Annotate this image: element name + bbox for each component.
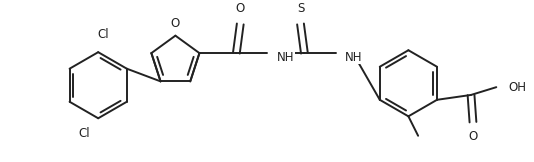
Text: O: O — [468, 130, 477, 143]
Text: O: O — [171, 17, 180, 30]
Text: O: O — [235, 2, 245, 15]
Text: OH: OH — [508, 81, 526, 94]
Text: Cl: Cl — [97, 28, 109, 41]
Text: NH: NH — [345, 51, 363, 64]
Text: NH: NH — [277, 51, 295, 64]
Text: S: S — [297, 2, 304, 15]
Text: Cl: Cl — [79, 127, 90, 140]
